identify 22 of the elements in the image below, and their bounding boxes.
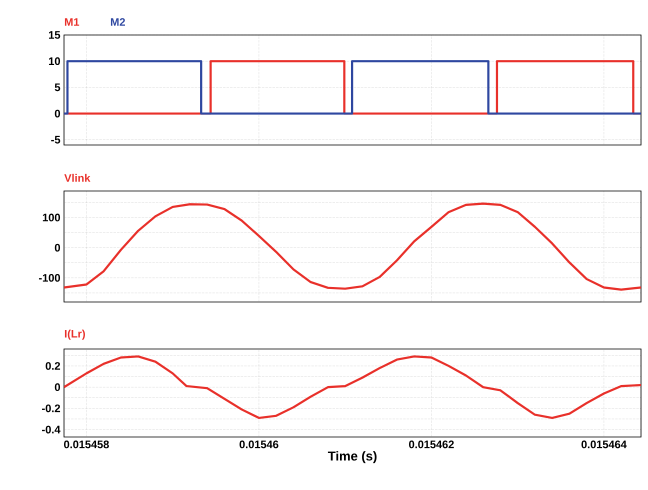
y-tick-label: 10 [48,57,60,66]
y-tick-label: 100 [42,214,60,222]
y-tick-label: -0.4 [42,426,60,434]
text: M2 [110,18,125,26]
x-axis-title: Time (s) [328,451,377,464]
y-tick-label: 0 [54,383,60,392]
y-tick-label: -0.2 [42,404,60,412]
y-tick-label: 0 [54,110,60,118]
y-tick-label: 0.2 [46,362,60,370]
x-tick-label: 0.01546 [240,440,278,448]
x-tick-label: 0.015458 [64,440,109,448]
text: I(Lr) [64,330,85,340]
x-tick-label: 0.015462 [409,440,454,448]
text: Vlink [64,174,90,182]
y-tick-label: -5 [51,136,60,144]
x-tick-label: 0.015464 [582,440,627,448]
text: M1 [64,18,80,26]
y-tick-label: -100 [38,274,60,282]
y-tick-label: 5 [54,84,60,92]
y-tick-label: 0 [54,244,60,252]
y-tick-label: 15 [48,31,60,39]
line-series [64,202,642,291]
